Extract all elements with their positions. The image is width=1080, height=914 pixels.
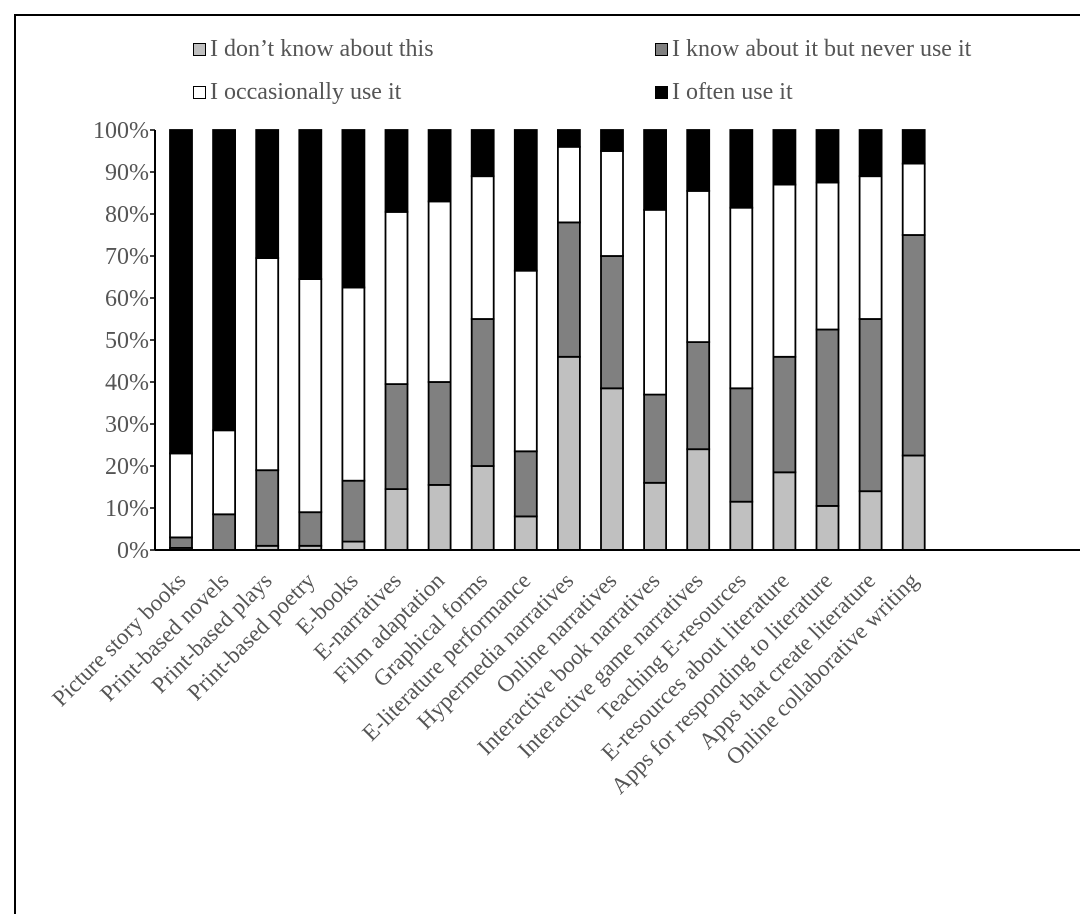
y-tick-label: 60% bbox=[105, 286, 149, 312]
y-tick-label: 80% bbox=[105, 202, 149, 228]
y-tick-label: 20% bbox=[105, 454, 149, 480]
legend-item-often: I often use it bbox=[655, 79, 793, 106]
bar-segment bbox=[427, 129, 452, 203]
bar-segment bbox=[169, 452, 193, 539]
bar-segment bbox=[729, 500, 754, 551]
bar-segment bbox=[513, 269, 538, 453]
bar-segment bbox=[686, 189, 711, 343]
legend-label-know-never-use: I know about it but never use it bbox=[672, 36, 972, 62]
legend-swatch-often bbox=[655, 86, 668, 99]
bar-segment bbox=[729, 129, 754, 209]
bar-segment bbox=[901, 234, 926, 457]
y-tick-label: 40% bbox=[105, 370, 149, 396]
bar-segment bbox=[513, 450, 538, 518]
bar-segment bbox=[772, 471, 797, 551]
bar-segment bbox=[729, 387, 754, 503]
bar-segment bbox=[815, 181, 840, 331]
bar-segment bbox=[600, 129, 624, 152]
y-tick-label: 100% bbox=[93, 118, 149, 144]
bar-segment bbox=[169, 129, 193, 455]
bar-segment bbox=[772, 183, 797, 358]
bar-segment bbox=[427, 381, 452, 486]
legend-item-occasionally: I occasionally use it bbox=[193, 79, 401, 106]
bar-segment bbox=[557, 129, 581, 148]
legend-item-dont-know: I don’t know about this bbox=[193, 36, 434, 63]
y-tick-label: 70% bbox=[105, 244, 149, 270]
bar-segment bbox=[513, 129, 538, 272]
bar-segment bbox=[255, 257, 280, 472]
bar-segment bbox=[212, 513, 237, 551]
bar-segment bbox=[686, 341, 711, 451]
bar-segment bbox=[169, 536, 193, 549]
bar-segment bbox=[643, 393, 667, 484]
bar-segment bbox=[298, 278, 323, 514]
y-tick-label: 10% bbox=[105, 496, 149, 522]
legend-swatch-occasionally bbox=[193, 86, 206, 99]
bar-segment bbox=[643, 208, 667, 396]
bar-segment bbox=[772, 355, 797, 474]
chart-frame bbox=[14, 14, 1080, 914]
y-tick-label: 30% bbox=[105, 412, 149, 438]
bar-segment bbox=[341, 286, 366, 482]
bar-segment bbox=[858, 129, 883, 178]
bar-segment bbox=[384, 488, 409, 551]
bar-segment bbox=[341, 540, 366, 551]
bar-segment bbox=[557, 221, 581, 358]
bar-segment bbox=[470, 175, 495, 320]
bar-segment bbox=[686, 129, 711, 192]
bar-segment bbox=[772, 129, 797, 186]
bar-segment bbox=[427, 200, 452, 383]
legend-label-often: I often use it bbox=[672, 79, 793, 105]
bar-segment bbox=[384, 383, 409, 491]
bar-segment bbox=[212, 129, 237, 432]
bar-segment bbox=[858, 318, 883, 493]
bar-segment bbox=[901, 454, 926, 551]
bar-segment bbox=[600, 255, 624, 390]
legend-label-dont-know: I don’t know about this bbox=[210, 36, 434, 62]
bar-segment bbox=[212, 429, 237, 516]
legend-swatch-know-never-use bbox=[655, 43, 668, 56]
y-tick-label: 50% bbox=[105, 328, 149, 354]
bar-segment bbox=[557, 145, 581, 224]
bar-segment bbox=[255, 469, 280, 547]
bar-segment bbox=[384, 210, 409, 385]
bar-segment bbox=[643, 481, 667, 551]
bar-segment bbox=[255, 129, 280, 260]
bar-segment bbox=[858, 175, 883, 320]
legend-item-know-never-use: I know about it but never use it bbox=[655, 36, 971, 63]
bar-segment bbox=[557, 355, 581, 551]
bar-segment bbox=[815, 129, 840, 184]
bar-segment bbox=[341, 129, 366, 289]
bar-segment bbox=[427, 483, 452, 551]
bar-segment bbox=[815, 328, 840, 507]
legend-label-occasionally: I occasionally use it bbox=[210, 79, 402, 105]
bar-segment bbox=[858, 490, 883, 551]
bar-segment bbox=[384, 129, 409, 213]
bar-segment bbox=[729, 206, 754, 390]
bar-segment bbox=[470, 318, 495, 467]
legend-swatch-dont-know bbox=[193, 43, 206, 56]
bar-segment bbox=[513, 515, 538, 551]
bar-segment bbox=[643, 129, 667, 211]
bar-segment bbox=[470, 129, 495, 178]
bar-segment bbox=[298, 129, 323, 281]
bar-segment bbox=[600, 150, 624, 257]
y-tick-label: 0% bbox=[117, 538, 149, 564]
bar-segment bbox=[600, 387, 624, 551]
y-tick-label: 90% bbox=[105, 160, 149, 186]
bar-segment bbox=[686, 448, 711, 551]
bar-segment bbox=[298, 511, 323, 547]
bar-segment bbox=[901, 162, 926, 236]
bar-segment bbox=[470, 465, 495, 551]
bar-segment bbox=[815, 504, 840, 551]
bar-segment bbox=[901, 129, 926, 165]
bar-segment bbox=[341, 479, 366, 543]
